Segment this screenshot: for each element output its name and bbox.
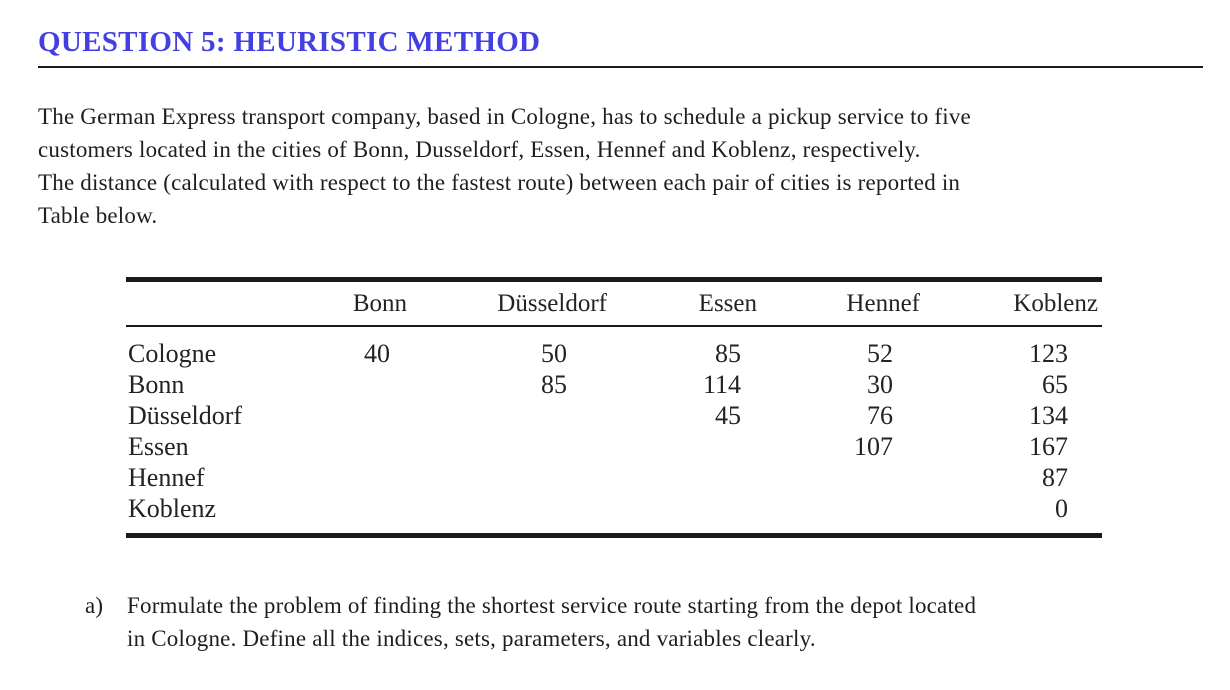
distance-cell [326, 462, 408, 493]
header-row: Bonn Düsseldorf Essen Hennef Koblenz [126, 279, 1102, 327]
distance-cell: 167 [1029, 432, 1068, 461]
question-a-marker: a) [85, 593, 104, 618]
distance-cell [608, 431, 758, 462]
distance-cell: 52 [867, 339, 893, 368]
distance-cell [608, 462, 758, 493]
table-row: Koblenz 0 [126, 493, 1102, 536]
distance-cell: 0 [1055, 494, 1068, 523]
row-label: Düsseldorf [128, 401, 243, 430]
row-label: Essen [128, 432, 189, 461]
column-header: Essen [608, 279, 758, 327]
header-empty-cell [126, 279, 326, 327]
distance-cell [408, 493, 608, 536]
distance-cell [326, 493, 408, 536]
intro-line: The German Express transport company, ba… [38, 104, 971, 129]
distance-cell: 65 [1042, 370, 1068, 399]
table-row: Essen 107 167 [126, 431, 1102, 462]
distance-cell [408, 462, 608, 493]
row-label: Cologne [128, 339, 217, 368]
table-row: Düsseldorf 45 76 134 [126, 400, 1102, 431]
question-a-line: Formulate the problem of finding the sho… [127, 593, 977, 618]
question-a-line: in Cologne. Define all the indices, sets… [127, 626, 816, 651]
distance-cell: 40 [364, 339, 390, 368]
distance-cell [408, 431, 608, 462]
row-label: Koblenz [128, 494, 217, 523]
distance-cell: 134 [1029, 401, 1068, 430]
column-header: Düsseldorf [408, 279, 608, 327]
distance-cell [408, 400, 608, 431]
distance-cell: 85 [541, 370, 567, 399]
distance-cell [326, 400, 408, 431]
row-label: Bonn [128, 370, 185, 399]
distance-cell: 107 [854, 432, 893, 461]
table-row: Cologne 40 50 85 52 123 [126, 326, 1102, 369]
distance-cell: 123 [1029, 339, 1068, 368]
distance-cell [758, 493, 921, 536]
title-underline [38, 66, 1203, 68]
distance-cell [608, 493, 758, 536]
distance-cell: 50 [541, 339, 567, 368]
distance-cell: 30 [867, 370, 893, 399]
question-a: a) Formulate the problem of finding the … [85, 589, 976, 655]
distance-table-body: Cologne 40 50 85 52 123 Bonn 85 114 30 65 Düsseldor… [126, 326, 1102, 536]
column-header: Bonn [326, 279, 408, 327]
intro-line: customers located in the cities of Bonn,… [38, 137, 921, 162]
row-label: Hennef [128, 463, 205, 492]
table-row: Bonn 85 114 30 65 [126, 369, 1102, 400]
distance-cell: 87 [1042, 463, 1068, 492]
distance-table-header: Bonn Düsseldorf Essen Hennef Koblenz [126, 279, 1102, 327]
distance-cell [326, 431, 408, 462]
intro-paragraph: The German Express transport company, ba… [38, 100, 971, 232]
column-header: Koblenz [921, 279, 1102, 327]
intro-line: The distance (calculated with respect to… [38, 170, 961, 195]
distance-cell [326, 369, 408, 400]
distance-table: Bonn Düsseldorf Essen Hennef Koblenz Cologne… [126, 277, 1102, 538]
distance-cell: 114 [702, 370, 741, 399]
distance-cell: 85 [715, 339, 741, 368]
distance-cell: 45 [715, 401, 741, 430]
table-row: Hennef 87 [126, 462, 1102, 493]
distance-cell [758, 462, 921, 493]
column-header: Hennef [758, 279, 921, 327]
question-a-text: Formulate the problem of finding the sho… [127, 589, 976, 655]
question-title: QUESTION 5: HEURISTIC METHOD [38, 26, 541, 58]
intro-line: Table below. [38, 203, 158, 228]
distance-cell: 76 [867, 401, 893, 430]
